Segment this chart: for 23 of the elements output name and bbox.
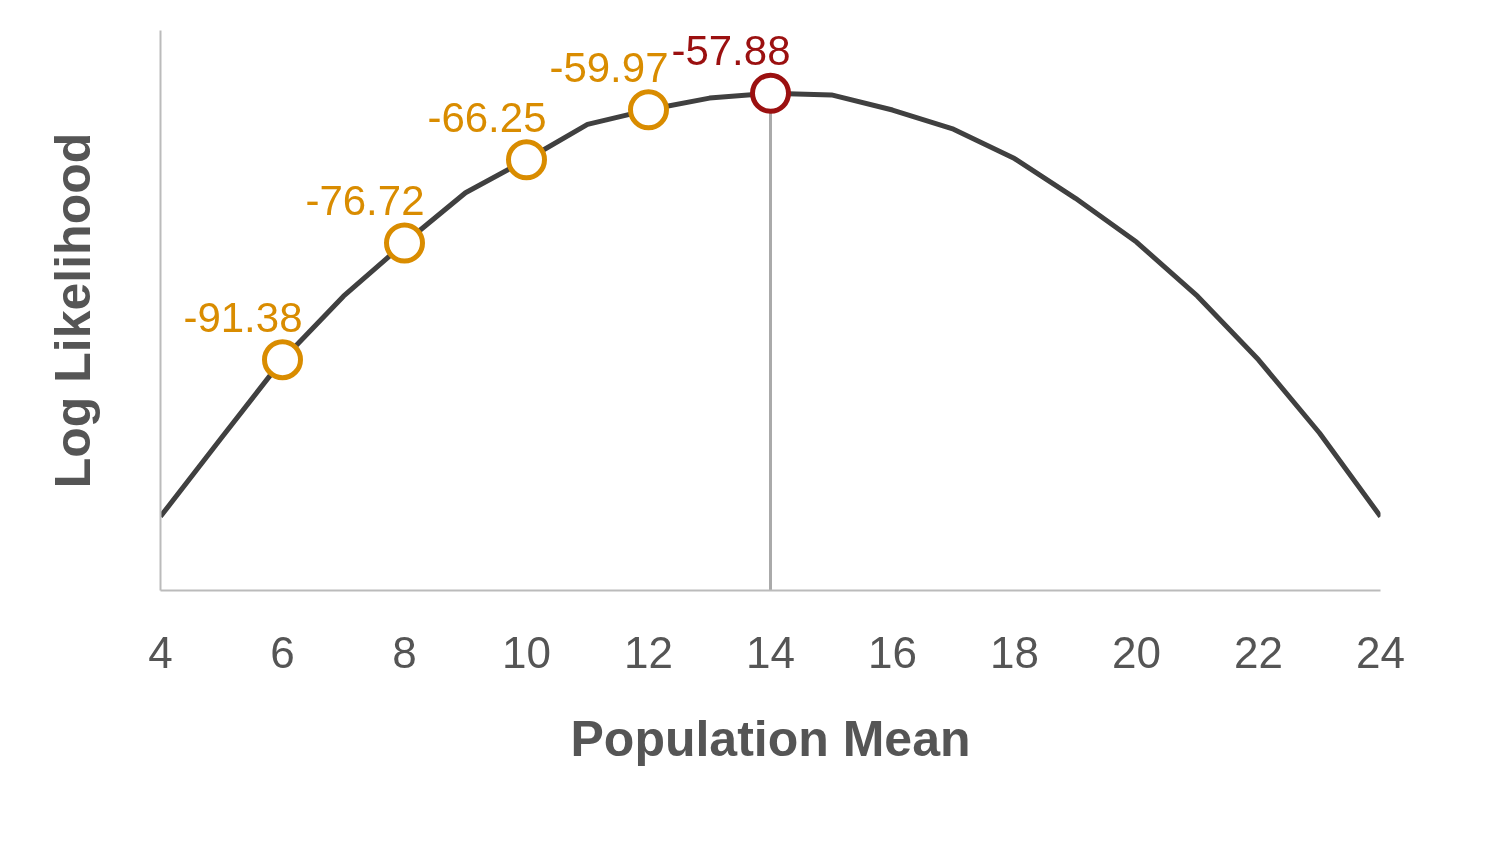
x-tick-label: 4 [148,627,173,677]
x-tick-label: 8 [392,627,417,677]
data-label: -57.88 [671,27,791,75]
data-label: -59.97 [549,43,669,91]
point [384,222,425,264]
point [628,89,669,131]
data-label: -66.25 [427,93,547,141]
x-tick-label: 18 [990,627,1039,677]
data-label: -91.38 [183,293,303,341]
x-tick-label: 24 [1356,627,1405,677]
x-tick-label: 6 [270,627,295,677]
x-tick-label: 20 [1112,627,1161,677]
point [750,72,791,114]
x-tick-label: 22 [1234,627,1283,677]
point [506,139,547,181]
x-tick-label: 14 [746,627,795,677]
y-axis-title: Log Likelihood [44,132,101,489]
data-label: -76.72 [305,177,425,225]
x-axis-title: Population Mean [570,710,971,767]
x-tick-label: 10 [502,627,551,677]
x-tick-label: 16 [868,627,917,677]
point [262,339,303,381]
x-tick-label: 12 [624,627,673,677]
